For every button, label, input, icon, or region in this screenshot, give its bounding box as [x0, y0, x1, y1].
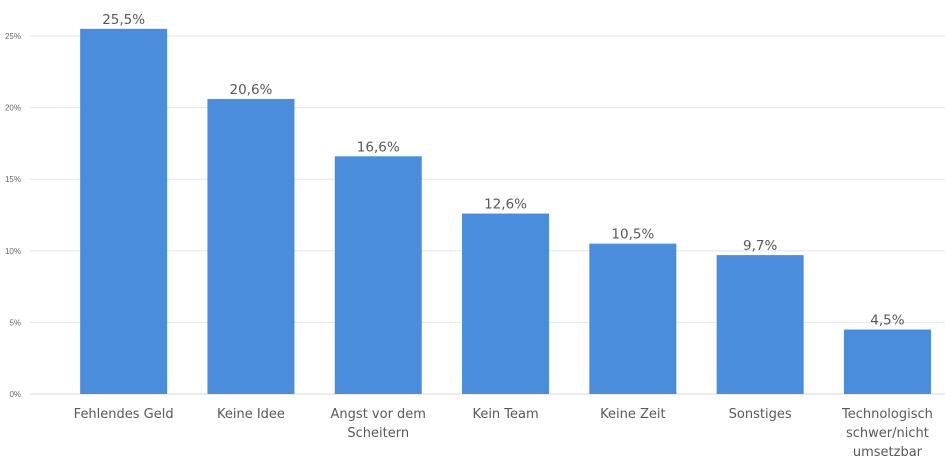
data-label: 20,6% — [230, 82, 273, 98]
y-tick-label: 10% — [5, 247, 21, 256]
category-label: Fehlendes Geld — [74, 407, 174, 422]
y-tick-label: 5% — [9, 318, 21, 327]
bar — [207, 99, 295, 395]
category-label-line: umsetzbar — [853, 445, 923, 460]
bar — [589, 243, 677, 394]
bar — [334, 156, 422, 394]
category-label: Kein Team — [472, 407, 538, 422]
bar — [843, 329, 931, 394]
bars — [80, 28, 931, 395]
category-label: Angst vor dem Scheitern — [331, 407, 426, 441]
y-tick-label: 20% — [5, 104, 21, 113]
category-label-line: Fehlendes Geld — [74, 407, 174, 422]
y-tick-label: 0% — [9, 390, 21, 399]
category-label-line: Keine Idee — [217, 407, 285, 422]
y-tick-label: 15% — [5, 175, 21, 184]
category-label: Technologisch schwer/nicht umsetzbar — [841, 407, 933, 460]
data-label: 25,5% — [102, 12, 145, 28]
category-label: Keine Idee — [217, 407, 285, 422]
category-labels: Fehlendes Geld Keine Idee Angst vor dem Sch… — [74, 407, 933, 460]
data-label: 16,6% — [357, 139, 400, 155]
bar — [716, 255, 804, 394]
category-label-line: Keine Zeit — [600, 407, 665, 422]
y-axis-ticks: 0% 5% 10% 15% 20% 25% — [5, 32, 21, 399]
bar — [80, 28, 168, 395]
category-label-line: Kein Team — [472, 407, 538, 422]
category-label-line: Technologisch — [841, 407, 933, 422]
category-label-line: Angst vor dem — [331, 407, 426, 422]
y-tick-label: 25% — [5, 32, 21, 41]
data-label: 4,5% — [870, 313, 904, 329]
category-label: Keine Zeit — [600, 407, 665, 422]
data-labels: 25,5% 20,6% 16,6% 12,6% 10,5% 9,7% 4,5% — [102, 12, 905, 329]
category-label-line: Sonstiges — [729, 407, 792, 422]
bar — [462, 213, 550, 394]
category-label: Sonstiges — [729, 407, 792, 422]
data-label: 12,6% — [484, 197, 527, 213]
category-label-line: schwer/nicht — [846, 426, 929, 441]
data-label: 10,5% — [611, 227, 654, 243]
data-label: 9,7% — [743, 238, 777, 254]
category-label-line: Scheitern — [347, 426, 409, 441]
